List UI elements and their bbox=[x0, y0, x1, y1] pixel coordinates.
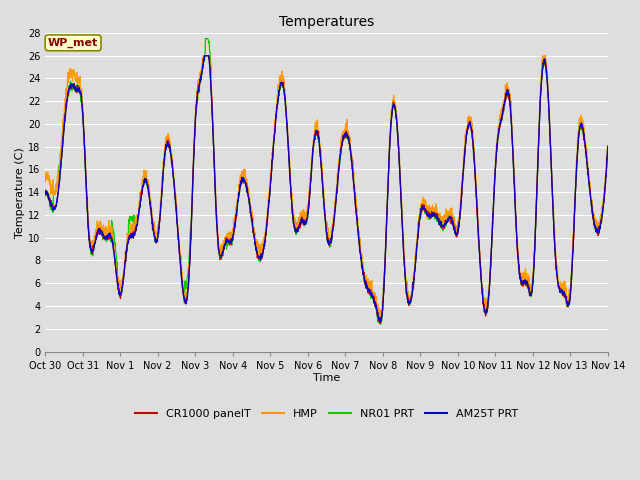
CR1000 panelT bbox=[555, 282, 563, 288]
Line: AM25T PRT: AM25T PRT bbox=[45, 56, 608, 322]
NR01 PRT bbox=[604, 144, 612, 149]
Line: HMP: HMP bbox=[45, 56, 608, 321]
AM25T PRT bbox=[198, 69, 206, 74]
CR1000 panelT bbox=[491, 182, 499, 188]
HMP bbox=[200, 53, 207, 59]
HMP bbox=[376, 318, 384, 324]
CR1000 panelT bbox=[355, 240, 363, 246]
NR01 PRT bbox=[570, 221, 578, 227]
HMP bbox=[198, 63, 206, 69]
Text: WP_met: WP_met bbox=[48, 38, 98, 48]
CR1000 panelT bbox=[198, 68, 206, 74]
NR01 PRT bbox=[343, 135, 351, 141]
AM25T PRT bbox=[355, 239, 363, 244]
Line: NR01 PRT: NR01 PRT bbox=[45, 38, 608, 324]
HMP bbox=[570, 213, 578, 218]
NR01 PRT bbox=[355, 241, 363, 247]
NR01 PRT bbox=[42, 190, 49, 196]
CR1000 panelT bbox=[343, 131, 351, 136]
HMP bbox=[343, 117, 351, 122]
Title: Temperatures: Temperatures bbox=[279, 15, 374, 29]
HMP bbox=[355, 228, 363, 234]
AM25T PRT bbox=[570, 218, 578, 224]
AM25T PRT bbox=[201, 53, 209, 59]
NR01 PRT bbox=[377, 321, 385, 327]
NR01 PRT bbox=[491, 182, 499, 188]
Y-axis label: Temperature (C): Temperature (C) bbox=[15, 147, 25, 238]
AM25T PRT bbox=[604, 144, 612, 149]
NR01 PRT bbox=[202, 36, 209, 41]
CR1000 panelT bbox=[201, 53, 209, 59]
HMP bbox=[42, 169, 49, 175]
CR1000 panelT bbox=[376, 321, 384, 326]
CR1000 panelT bbox=[570, 216, 578, 222]
Line: CR1000 panelT: CR1000 panelT bbox=[45, 56, 608, 324]
CR1000 panelT bbox=[604, 144, 612, 150]
AM25T PRT bbox=[491, 181, 499, 187]
AM25T PRT bbox=[376, 319, 384, 324]
AM25T PRT bbox=[555, 283, 563, 289]
HMP bbox=[491, 176, 499, 182]
HMP bbox=[604, 142, 612, 148]
AM25T PRT bbox=[343, 132, 351, 137]
NR01 PRT bbox=[198, 69, 206, 74]
AM25T PRT bbox=[42, 190, 49, 195]
HMP bbox=[555, 280, 563, 286]
X-axis label: Time: Time bbox=[313, 373, 340, 384]
NR01 PRT bbox=[555, 285, 563, 290]
Legend: CR1000 panelT, HMP, NR01 PRT, AM25T PRT: CR1000 panelT, HMP, NR01 PRT, AM25T PRT bbox=[131, 405, 523, 424]
CR1000 panelT bbox=[42, 187, 49, 193]
